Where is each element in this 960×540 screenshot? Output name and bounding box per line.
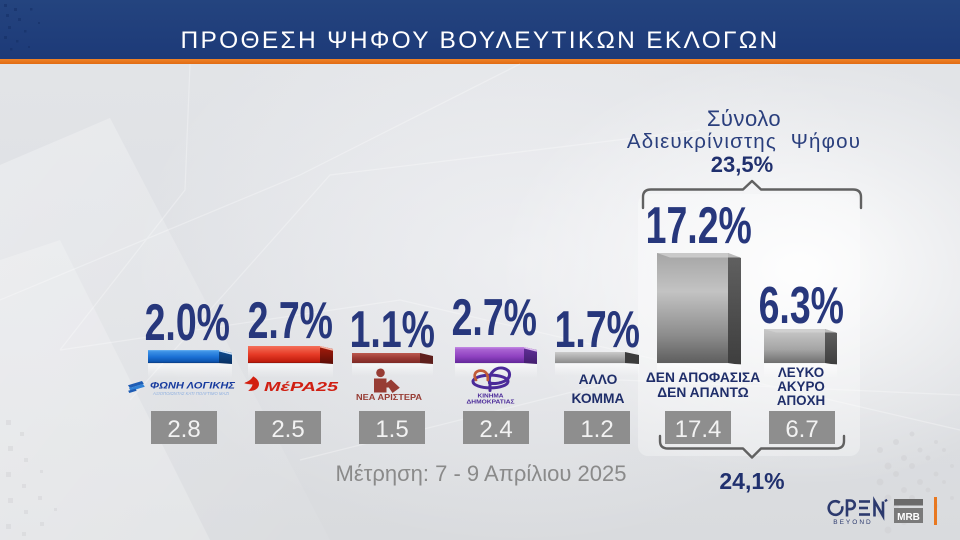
svg-text:MRB: MRB	[897, 512, 920, 523]
svg-text:ΚΙΝΗΜΑ: ΚΙΝΗΜΑ	[478, 394, 505, 400]
svg-text:ΔΗΜΟΚΡΑΤΙΑΣ: ΔΗΜΟΚΡΑΤΙΑΣ	[467, 399, 516, 405]
svg-text:ΑΞΙΟΠΟΙΩΝΤΑΣ ΚΑΤΙ ΠΟΛΥΤΙΜΟ ΜΑΖ: ΑΞΙΟΠΟΙΩΝΤΑΣ ΚΑΤΙ ΠΟΛΥΤΙΜΟ ΜΑΖΙ	[152, 391, 230, 396]
svg-text:ΦΩΝΗ ΛΟΓΙΚΗΣ: ΦΩΝΗ ΛΟΓΙΚΗΣ	[150, 381, 236, 391]
svg-text:BEYOND: BEYOND	[833, 519, 872, 526]
svg-text:ΜέΡΑ25: ΜέΡΑ25	[264, 380, 340, 394]
svg-text:ΝΕΑ ΑΡΙΣΤΕΡΑ: ΝΕΑ ΑΡΙΣΤΕΡΑ	[356, 393, 422, 402]
